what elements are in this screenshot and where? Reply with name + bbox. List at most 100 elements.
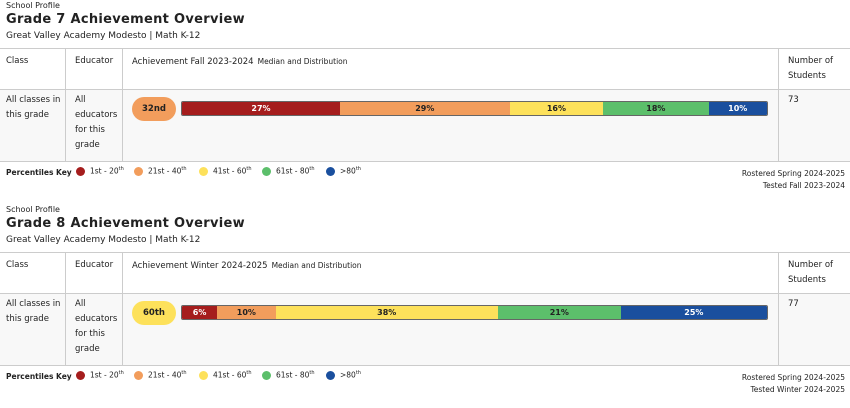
distribution-bar: 27% 29% 16% 18% 10% — [181, 101, 768, 116]
data-row: All classes in this grade All educators f… — [0, 90, 850, 161]
key-suffix: th — [181, 166, 187, 172]
segment-label: 29% — [415, 104, 435, 113]
median-pill: 60th — [132, 301, 176, 325]
bar-segment: 18% — [603, 102, 709, 115]
students-cell: 77 — [788, 299, 799, 309]
section: School Profile Grade 7 Achievement Overvi… — [0, 1, 850, 190]
column-divider — [778, 49, 779, 89]
header-students: Number of Students — [788, 260, 834, 285]
key-dot — [76, 371, 85, 380]
key-range: 1st - 20 — [90, 166, 119, 176]
header-students: Number of Students — [788, 56, 834, 81]
key-suffix: th — [246, 166, 252, 172]
key-range: 21st - 40 — [148, 370, 182, 380]
key-dot — [326, 167, 335, 176]
rostered-note: Rostered Spring 2024-2025 — [741, 169, 845, 178]
key-dot — [134, 167, 143, 176]
column-divider — [122, 90, 123, 161]
column-divider — [65, 294, 66, 365]
segment-label: 6% — [192, 308, 207, 317]
bar-segment: 29% — [339, 102, 510, 115]
segment-label: 21% — [549, 308, 569, 317]
distribution-bar: 6% 10% 38% 21% 25% — [181, 305, 768, 320]
tested-note: Tested Winter 2024-2025 — [750, 385, 845, 394]
key-title: Percentiles Key — [6, 168, 72, 177]
median-pill: 32nd — [132, 97, 176, 121]
section-title: Grade 7 Achievement Overview — [6, 12, 245, 27]
key-dot — [262, 167, 271, 176]
section-title: Grade 8 Achievement Overview — [6, 216, 245, 231]
bar-segment: 6% — [182, 306, 218, 319]
bar-segment: 10% — [217, 306, 276, 319]
header-row: Class Educator Achievement Winter 2024-202… — [0, 253, 850, 294]
column-divider — [778, 90, 779, 161]
key-item: >80th — [326, 166, 361, 176]
table: Class Educator Achievement Fall 2023-2024 M… — [0, 48, 850, 162]
bar-segment: 27% — [182, 102, 340, 115]
header-class: Class — [6, 260, 29, 270]
bar-segment: 21% — [497, 306, 621, 319]
column-divider — [65, 90, 66, 161]
key-title: Percentiles Key — [6, 372, 72, 381]
key-range: 21st - 40 — [148, 166, 182, 176]
header-class: Class — [6, 56, 29, 66]
segment-label: 18% — [646, 104, 666, 113]
key-item: 41st - 60th — [199, 166, 252, 176]
key-item: 61st - 80th — [262, 166, 315, 176]
key-suffix: th — [246, 370, 252, 376]
segment-label: 16% — [546, 104, 566, 113]
key-suffix: th — [355, 166, 361, 172]
rostered-note: Rostered Spring 2024-2025 — [741, 373, 845, 382]
key-suffix: th — [118, 166, 124, 172]
section-subtitle: Great Valley Academy Modesto | Math K-12 — [6, 31, 201, 41]
key-dot — [199, 371, 208, 380]
key-item: 21st - 40th — [134, 166, 187, 176]
section: School Profile Grade 8 Achievement Overvi… — [0, 204, 850, 408]
educator-cell: All educators for this grade — [75, 299, 118, 354]
segment-label: 25% — [684, 308, 704, 317]
column-divider — [122, 49, 123, 89]
achievement-period: Achievement Fall 2023-2024 — [132, 57, 254, 67]
class-cell: All classes in this grade — [6, 299, 61, 324]
achievement-note: Median and Distribution — [257, 57, 348, 66]
key-range: 1st - 20 — [90, 370, 119, 380]
key-item: >80th — [326, 370, 361, 380]
key-dot — [134, 371, 143, 380]
section-label: School Profile — [6, 205, 60, 214]
column-divider — [122, 294, 123, 365]
key-range: >80 — [340, 370, 356, 380]
data-row: All classes in this grade All educators f… — [0, 294, 850, 365]
bar-segment: 38% — [275, 306, 498, 319]
bar-segment: 10% — [708, 102, 767, 115]
key-dot — [326, 371, 335, 380]
section-label: School Profile — [6, 1, 60, 10]
table: Class Educator Achievement Winter 2024-202… — [0, 252, 850, 366]
educator-cell: All educators for this grade — [75, 95, 118, 150]
header-row: Class Educator Achievement Fall 2023-2024 M… — [0, 49, 850, 90]
key-item: 1st - 20th — [76, 370, 124, 380]
bar-segment: 25% — [620, 306, 767, 319]
key-dot — [76, 167, 85, 176]
segment-label: 10% — [728, 104, 748, 113]
students-cell: 73 — [788, 95, 799, 105]
key-suffix: th — [355, 370, 361, 376]
key-range: >80 — [340, 166, 356, 176]
section-subtitle: Great Valley Academy Modesto | Math K-12 — [6, 235, 201, 245]
key-item: 41st - 60th — [199, 370, 252, 380]
class-cell: All classes in this grade — [6, 95, 61, 120]
column-divider — [65, 49, 66, 89]
key-suffix: th — [309, 370, 315, 376]
column-divider — [65, 253, 66, 293]
achievement-note: Median and Distribution — [271, 261, 362, 270]
segment-label: 10% — [236, 308, 256, 317]
header-achievement: Achievement Winter 2024-2025 Median and D… — [132, 258, 362, 274]
key-range: 61st - 80 — [276, 370, 310, 380]
key-suffix: th — [309, 166, 315, 172]
header-educator: Educator — [75, 56, 114, 66]
key-suffix: th — [181, 370, 187, 376]
achievement-period: Achievement Winter 2024-2025 — [132, 261, 268, 271]
key-item: 21st - 40th — [134, 370, 187, 380]
segment-label: 38% — [377, 308, 397, 317]
key-dot — [262, 371, 271, 380]
